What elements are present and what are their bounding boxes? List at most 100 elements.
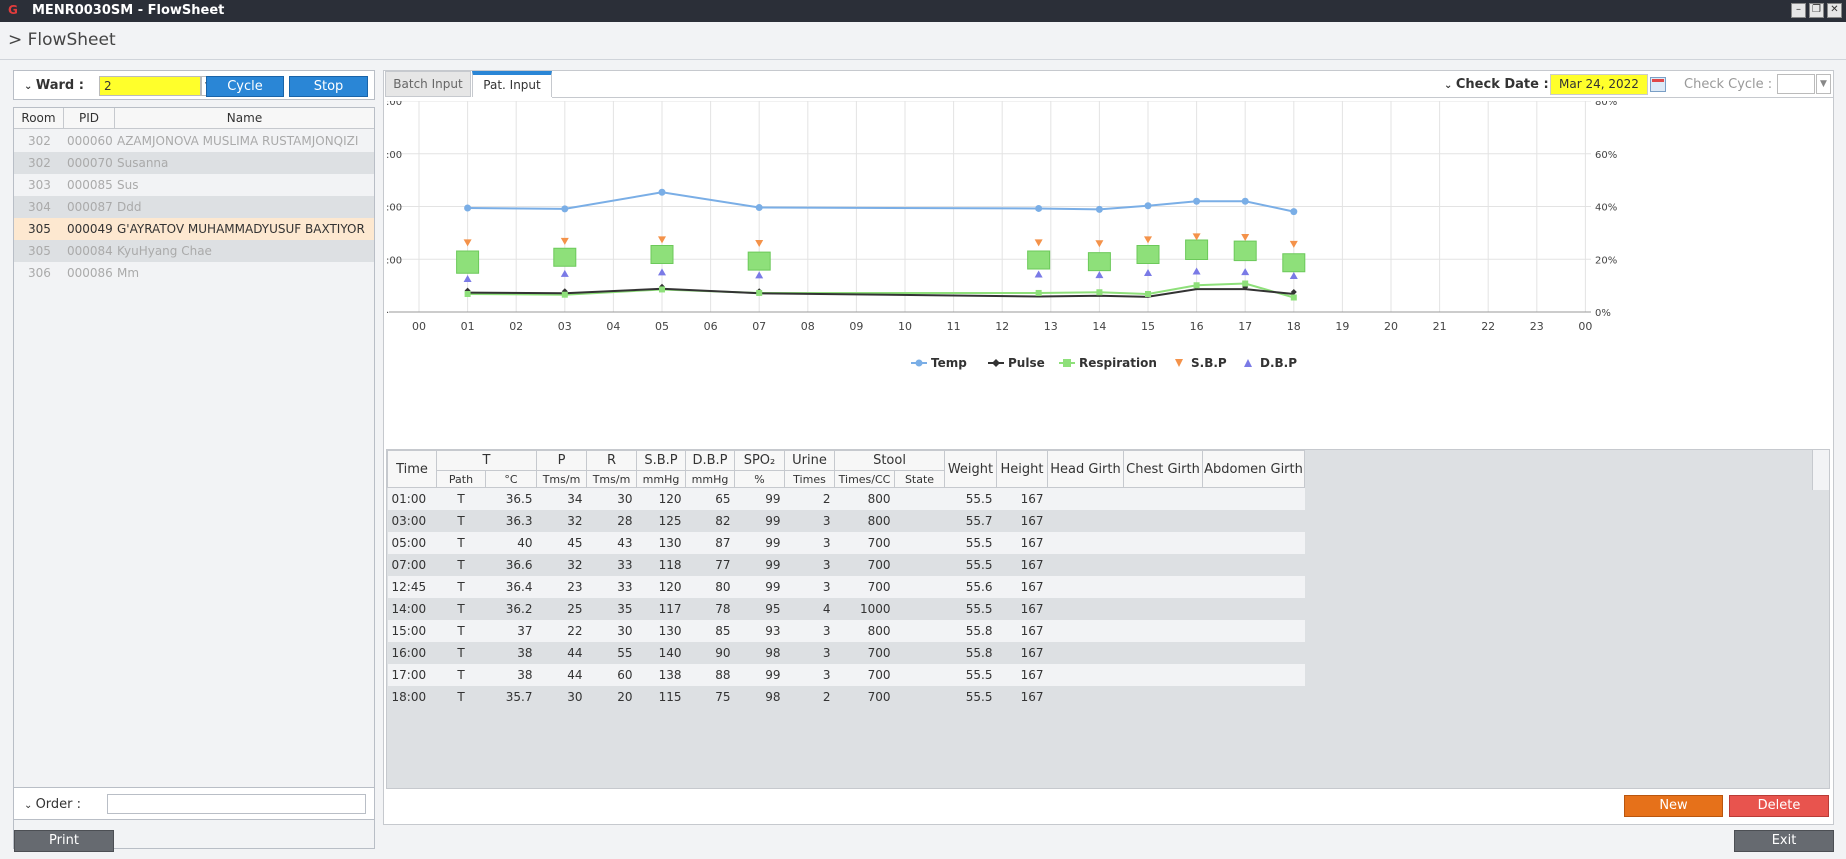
vitals-row[interactable]: 03:00 T 36.3 32 28 125 82 99 3 800 55.7 167 — [387, 509, 1305, 532]
patient-row[interactable]: 305 000084 KyuHyang Chae — [14, 240, 374, 262]
new-button[interactable]: New — [1624, 795, 1723, 817]
col-urine-unit[interactable]: Times — [784, 470, 835, 488]
col-path[interactable]: Path — [436, 470, 486, 488]
check-cycle-dropdown-icon[interactable]: ▼ — [1816, 74, 1831, 94]
col-dbp-unit[interactable]: mmHg — [685, 470, 735, 488]
col-r-unit[interactable]: Tms/m — [586, 470, 637, 488]
check-date-input[interactable]: Mar 24, 2022 — [1550, 74, 1648, 95]
col-stool[interactable]: Stool — [834, 450, 945, 471]
col-stool-state[interactable]: State — [894, 470, 945, 488]
col-weight[interactable]: Weight — [944, 450, 997, 488]
col-sbp-unit[interactable]: mmHg — [636, 470, 686, 488]
col-stool-unit[interactable]: Times/CC — [834, 470, 895, 488]
y-left-tick-label: :00 — [386, 203, 402, 214]
cell-empty — [1123, 663, 1203, 686]
vitals-row[interactable]: 17:00 T 38 44 60 138 88 99 3 700 55.5 167 — [387, 663, 1305, 686]
print-button[interactable]: Print — [14, 830, 114, 852]
col-dbp[interactable]: D.B.P — [685, 450, 735, 471]
cell-path: T — [436, 509, 486, 532]
col-urine[interactable]: Urine — [784, 450, 835, 471]
col-r[interactable]: R — [586, 450, 637, 471]
col-sbp[interactable]: S.B.P — [636, 450, 686, 471]
col-room[interactable]: Room — [14, 108, 64, 129]
stop-button[interactable]: Stop — [289, 76, 368, 97]
cell-spo2: 99 — [734, 663, 785, 686]
col-chest-girth[interactable]: Chest Girth — [1123, 450, 1203, 488]
check-cycle-input[interactable] — [1777, 74, 1815, 94]
legend-marker — [915, 359, 923, 367]
patient-row[interactable]: 303 000085 Sus — [14, 174, 374, 196]
temp-point — [1035, 204, 1043, 212]
patient-row[interactable]: 304 000087 Ddd — [14, 196, 374, 218]
col-name[interactable]: Name — [226, 111, 263, 125]
patient-row[interactable]: 302 000070 Susanna — [14, 152, 374, 174]
cell-empty — [1202, 531, 1305, 554]
col-abdomen-girth[interactable]: Abdomen Girth — [1202, 450, 1305, 488]
respiration-point — [1096, 289, 1103, 296]
col-temp-unit[interactable]: °C — [485, 470, 537, 488]
check-date-chevron-icon[interactable]: ⌄ — [1444, 80, 1456, 91]
legend-label: S.B.P — [1191, 356, 1227, 370]
cell-r: 43 — [586, 531, 637, 554]
vitals-row[interactable]: 05:00 T 40 45 43 130 87 99 3 700 55.5 167 — [387, 531, 1305, 554]
y-left-tick-label: · — [386, 308, 389, 319]
patient-room: 305 — [28, 244, 51, 258]
minimize-icon[interactable]: – — [1791, 3, 1806, 18]
patient-row[interactable]: 302 000060 AZAMJONOVA MUSLIMA RUSTAMJONQIZ… — [14, 130, 374, 152]
vitals-row[interactable]: 18:00 T 35.7 30 20 115 75 98 2 700 55.5 167 — [387, 685, 1305, 708]
cell-height: 167 — [996, 597, 1048, 620]
cell-r: 33 — [586, 553, 637, 576]
cell-stool: 700 — [834, 641, 895, 664]
check-date-label-text: Check Date : — [1455, 77, 1549, 92]
col-t[interactable]: T — [436, 450, 537, 471]
page-title: > FlowSheet — [8, 30, 116, 50]
close-icon[interactable]: ✕ — [1827, 3, 1842, 18]
x-tick-label: 08 — [801, 320, 815, 333]
vertical-scrollbar[interactable] — [1812, 450, 1829, 490]
respiration-line — [467, 282, 1295, 299]
vitals-row[interactable]: 01:00 T 36.5 34 30 120 65 99 2 800 55.5 167 — [387, 487, 1305, 510]
cell-empty — [1202, 597, 1305, 620]
col-time[interactable]: Time — [387, 450, 437, 488]
col-p-unit[interactable]: Tms/m — [536, 470, 587, 488]
exit-button[interactable]: Exit — [1734, 830, 1834, 852]
vitals-row[interactable]: 07:00 T 36.6 32 33 118 77 99 3 700 55.5 167 — [387, 553, 1305, 576]
col-head-girth[interactable]: Head Girth — [1047, 450, 1124, 488]
cycle-button[interactable]: Cycle — [206, 76, 284, 97]
patient-room: 305 — [28, 222, 51, 236]
order-chevron-icon[interactable]: ⌄ — [24, 800, 36, 811]
cell-r: 28 — [586, 509, 637, 532]
maximize-icon[interactable]: ❐ — [1809, 3, 1824, 18]
patient-row[interactable]: 305 000049 G'AYRATOV MUHAMMADYUSUF BAXTIYO… — [14, 218, 374, 240]
cell-sbp: 125 — [636, 509, 686, 532]
vitals-row[interactable]: 15:00 T 37 22 30 130 85 93 3 800 55.8 167 — [387, 619, 1305, 642]
col-p[interactable]: P — [536, 450, 587, 471]
tab-pat-input[interactable]: Pat. Input — [472, 71, 552, 97]
patient-pid: 000085 — [67, 178, 113, 192]
col-height[interactable]: Height — [996, 450, 1048, 488]
col-spo2[interactable]: SPO₂ — [734, 450, 785, 471]
vitals-row[interactable]: 12:45 T 36.4 23 33 120 80 99 3 700 55.6 167 — [387, 575, 1305, 598]
respiration-point — [659, 286, 665, 293]
cell-p: 25 — [536, 597, 587, 620]
cell-path: T — [436, 487, 486, 510]
patient-name: KyuHyang Chae — [117, 244, 212, 258]
col-spo2-unit[interactable]: % — [734, 470, 785, 488]
y-right-tick-label: 20% — [1595, 255, 1617, 266]
cell-weight: 55.5 — [944, 663, 997, 686]
ward-input[interactable]: 2 — [99, 76, 201, 96]
vitals-row[interactable]: 16:00 T 38 44 55 140 90 98 3 700 55.8 167 — [387, 641, 1305, 664]
cell-state — [894, 487, 945, 510]
patient-row[interactable]: 306 000086 Mm — [14, 262, 374, 284]
cell-r: 30 — [586, 619, 637, 642]
cell-p: 45 — [536, 531, 587, 554]
bp-range-bar — [650, 245, 674, 264]
order-input[interactable] — [107, 794, 366, 814]
collapse-chevron-icon[interactable]: ⌄ — [24, 81, 36, 92]
sbp-marker — [1034, 239, 1043, 247]
col-pid[interactable]: PID — [64, 108, 115, 129]
calendar-icon[interactable] — [1650, 77, 1666, 92]
vitals-row[interactable]: 14:00 T 36.2 25 35 117 78 95 4 1000 55.5 167 — [387, 597, 1305, 620]
tab-batch-input[interactable]: Batch Input — [385, 71, 471, 97]
delete-button[interactable]: Delete — [1729, 795, 1829, 817]
